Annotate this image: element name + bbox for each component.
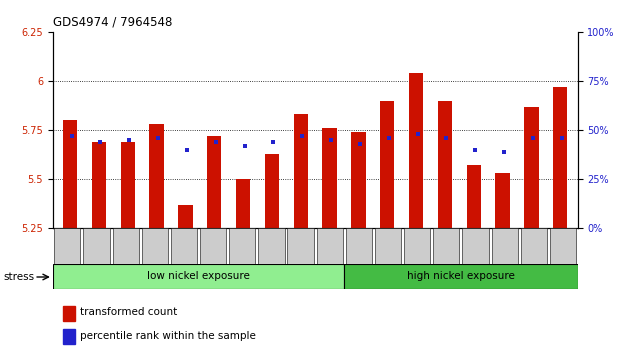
Bar [236, 179, 250, 228]
Bar [265, 154, 279, 228]
Bar [54, 228, 81, 264]
Bar [142, 228, 168, 264]
Bar [492, 228, 518, 264]
Bar [553, 87, 568, 228]
Bar [520, 228, 547, 264]
Bar [322, 128, 337, 228]
Bar [120, 142, 135, 228]
Bar [207, 136, 222, 228]
Bar [288, 228, 314, 264]
Bar [375, 228, 401, 264]
Bar [351, 132, 366, 228]
Bar [112, 228, 138, 264]
Bar [409, 73, 424, 228]
Bar [404, 228, 430, 264]
Text: stress: stress [3, 272, 34, 282]
Bar [463, 228, 489, 264]
Bar [317, 228, 343, 264]
Bar [150, 124, 164, 228]
Bar [466, 165, 481, 228]
Text: percentile rank within the sample: percentile rank within the sample [80, 331, 256, 341]
Bar [229, 228, 255, 264]
Bar [200, 228, 226, 264]
Bar [346, 228, 372, 264]
Bar [344, 264, 578, 289]
Bar [433, 228, 460, 264]
Text: transformed count: transformed count [80, 307, 177, 317]
Bar [496, 173, 510, 228]
Bar [92, 142, 106, 228]
Bar [63, 306, 75, 321]
Bar [83, 228, 110, 264]
Bar [63, 329, 75, 344]
Text: low nickel exposure: low nickel exposure [147, 272, 250, 281]
Bar [53, 264, 344, 289]
Text: GDS4974 / 7964548: GDS4974 / 7964548 [53, 16, 172, 29]
Bar [524, 107, 538, 228]
Bar [258, 228, 284, 264]
Bar [550, 228, 576, 264]
Bar [438, 101, 452, 228]
Text: high nickel exposure: high nickel exposure [407, 272, 515, 281]
Bar [171, 228, 197, 264]
Bar [63, 120, 77, 228]
Bar [294, 114, 308, 228]
Bar [380, 101, 394, 228]
Bar [178, 205, 193, 228]
